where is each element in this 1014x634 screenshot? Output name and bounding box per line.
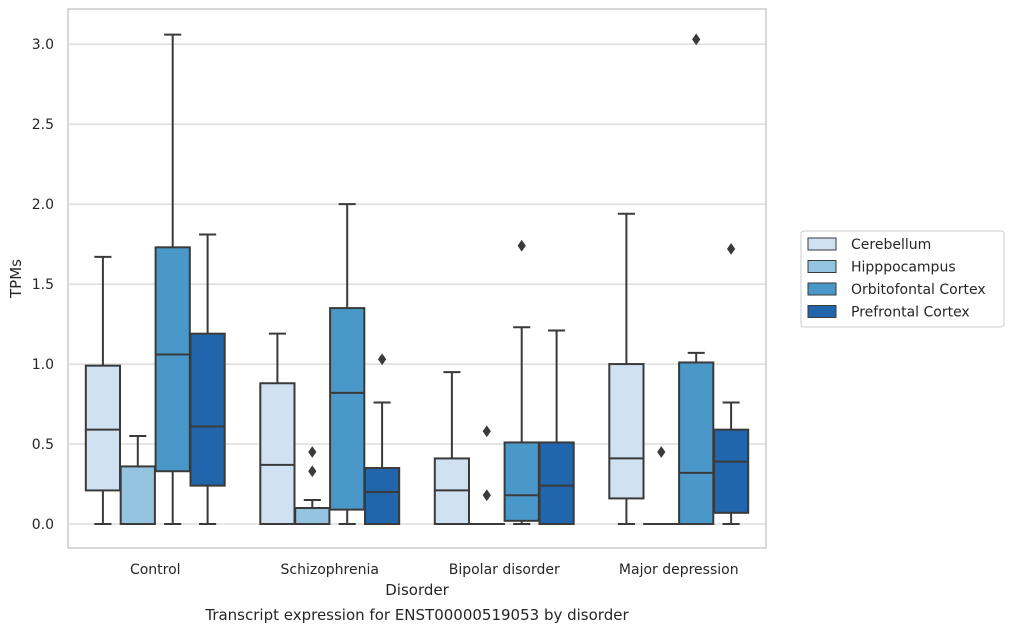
box-prefrontal-cortex	[189, 332, 226, 487]
box-cerebellum	[259, 382, 296, 526]
outlier-point	[482, 489, 491, 502]
legend-box	[800, 230, 1005, 328]
box-cerebellum	[84, 364, 122, 492]
x-tick-label: Control	[130, 562, 181, 578]
y-tick-label: 0.5	[32, 437, 54, 453]
y-axis-label: TPMs	[7, 259, 25, 299]
legend-swatch	[807, 305, 837, 318]
outlier-point	[726, 243, 736, 255]
box-prefrontal-cortex	[712, 428, 750, 514]
y-tick-label: 1.5	[32, 277, 54, 293]
legend-swatch	[807, 282, 837, 296]
box-orbitofontal-cortex	[329, 307, 366, 511]
outlier-point	[308, 446, 317, 458]
chart-caption: Transcript expression for ENST0000051905…	[205, 606, 629, 624]
outlier-point	[482, 425, 491, 438]
plot-frame	[67, 8, 767, 549]
outlier-point	[517, 239, 526, 252]
legend-swatch	[807, 260, 837, 273]
y-tick-label: 2.5	[32, 117, 54, 133]
box-orbitofontal-cortex	[154, 246, 191, 473]
outlier-point	[692, 33, 701, 46]
box-hipppocampus	[294, 507, 331, 526]
box-orbitofontal-cortex	[503, 441, 540, 522]
outlier-point	[377, 353, 387, 366]
legend-label: Prefrontal Cortex	[851, 305, 970, 321]
y-tick-label: 2.0	[32, 197, 54, 213]
box-prefrontal-cortex	[538, 441, 575, 526]
box-hipppocampus	[119, 465, 156, 526]
y-tick-label: 0.0	[32, 517, 54, 533]
outlier-point	[308, 465, 317, 478]
x-tick-label: Schizophrenia	[281, 562, 379, 578]
legend-label: Hipppocampus	[851, 260, 956, 276]
box-orbitofontal-cortex	[678, 361, 715, 526]
y-tick-label: 3.0	[32, 37, 54, 53]
x-axis-label: Disorder	[385, 581, 449, 599]
box-cerebellum	[608, 363, 645, 500]
legend-label: Cerebellum	[851, 237, 931, 253]
box-prefrontal-cortex	[363, 467, 401, 526]
outlier-point	[657, 446, 666, 458]
y-tick-label: 1.0	[32, 357, 54, 373]
legend-swatch	[807, 237, 837, 251]
x-tick-label: Bipolar disorder	[449, 562, 560, 578]
x-tick-label: Major depression	[619, 562, 739, 578]
legend-label: Orbitofontal Cortex	[851, 282, 986, 298]
